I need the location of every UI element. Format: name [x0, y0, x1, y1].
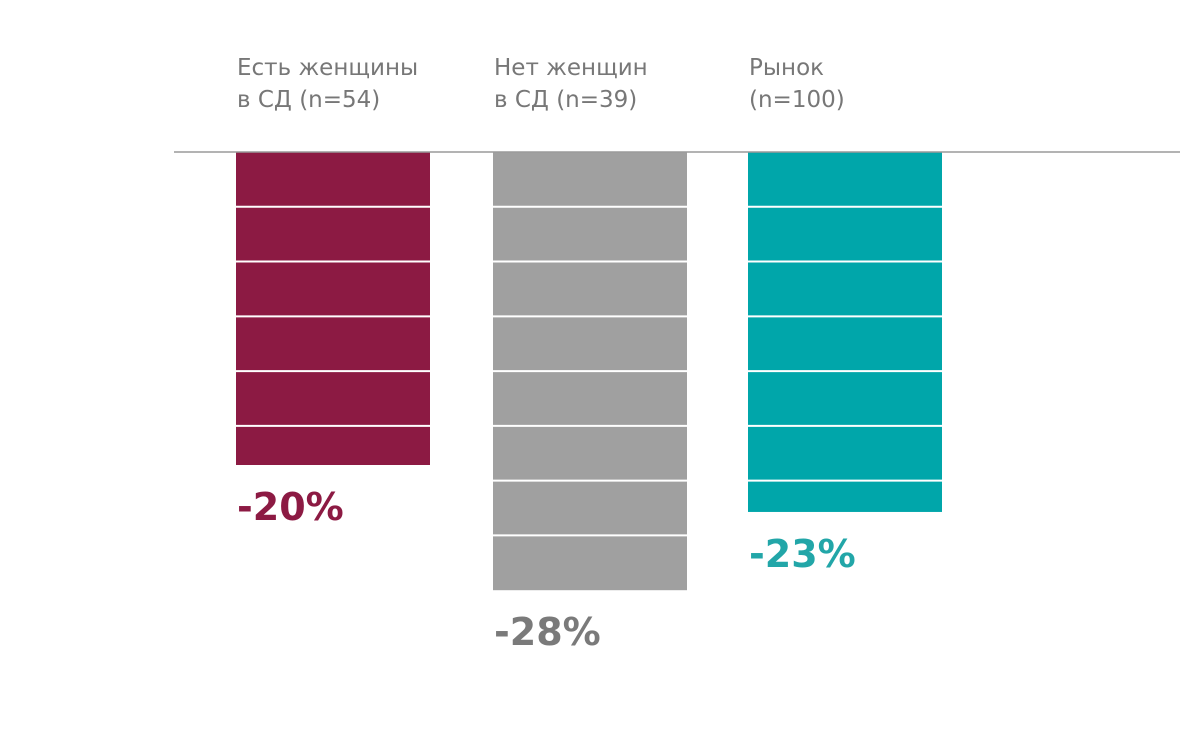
- value-label: -20%: [237, 485, 344, 529]
- category-label-line: Нет женщин: [494, 55, 648, 81]
- category-label-line: в СД (n=39): [494, 87, 637, 113]
- category-label-line: (n=100): [749, 87, 845, 113]
- bar-gridlines-group: [236, 205, 942, 537]
- value-labels-group: -20% -28% -23%: [237, 485, 856, 654]
- bar-1: [236, 152, 430, 465]
- category-label-line: Есть женщины: [237, 55, 418, 81]
- category-label-line: в СД (n=54): [237, 87, 380, 113]
- category-label-line: Рынок: [749, 55, 824, 81]
- bar-3: [748, 152, 942, 512]
- value-label: -23%: [749, 532, 856, 576]
- value-label: -28%: [494, 610, 601, 654]
- category-labels-group: Есть женщины в СД (n=54) Нет женщин в СД (n…: [237, 55, 845, 113]
